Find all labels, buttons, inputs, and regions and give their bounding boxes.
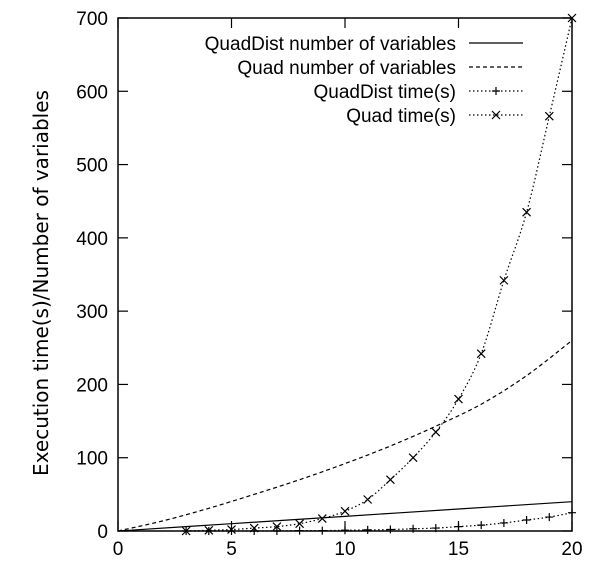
point-quad-time (454, 394, 463, 404)
point-quad-time (340, 506, 350, 516)
point-quaddist-time (499, 518, 508, 527)
y-axis-title: Execution time(s)/Number of variables (29, 90, 53, 476)
point-quaddist-time (227, 527, 236, 535)
point-quad-time (272, 522, 282, 532)
legend-label-quaddist-time: QuadDist time(s) (313, 82, 456, 103)
legend-label-quaddist-vars: QuadDist number of variables (205, 34, 456, 55)
point-quad-time (295, 519, 305, 529)
series-markers (181, 13, 577, 536)
y-tick-label: 600 (76, 82, 108, 103)
point-quaddist-time (454, 522, 463, 531)
series-line-quad-vars (117, 339, 573, 532)
point-quaddist-time (522, 516, 531, 525)
point-quad-time (181, 526, 191, 536)
point-quad-time (544, 111, 554, 121)
point-quaddist-time (363, 525, 372, 534)
point-quaddist-time (568, 508, 576, 517)
point-quad-time (476, 349, 486, 359)
legend-label-quad-vars: Quad number of variables (237, 58, 456, 79)
y-tick-label: 500 (76, 156, 108, 177)
point-quad-time (385, 475, 395, 485)
point-quad-time (408, 453, 418, 463)
point-quaddist-time (272, 527, 281, 535)
y-tick-label: 400 (76, 229, 108, 250)
point-quad-time (204, 525, 214, 535)
point-quad-time (567, 13, 577, 23)
x-tick-label: 5 (226, 539, 237, 560)
point-quaddist-time (318, 526, 327, 535)
y-tick-label: 700 (76, 9, 108, 30)
point-quad-time (499, 275, 509, 285)
x-tick-label: 10 (334, 539, 355, 560)
point-quaddist-time (477, 521, 486, 530)
x-tick-label: 0 (113, 539, 124, 560)
y-tick-label: 200 (76, 375, 108, 396)
legend: QuadDist number of variables Quad number … (205, 34, 523, 127)
point-quaddist-time (295, 526, 304, 535)
point-quaddist-time (431, 524, 440, 533)
point-quaddist-time (386, 525, 395, 534)
point-quad-time (431, 427, 441, 437)
legend-marker-quad-time (491, 110, 501, 120)
point-quaddist-time (341, 526, 349, 535)
point-quaddist-time (545, 513, 554, 522)
point-quad-time (363, 495, 373, 504)
legend-label-quad-time: Quad time(s) (346, 106, 456, 127)
series-line-quaddist-vars (117, 501, 573, 532)
x-tick-label: 15 (448, 539, 469, 560)
point-quad-time (522, 207, 532, 217)
y-tick-label: 300 (76, 302, 108, 323)
series-line-quaddist-time (186, 512, 573, 532)
point-quad-time (249, 523, 259, 533)
point-quad-time (227, 525, 236, 534)
point-quad-time (317, 514, 327, 523)
x-tick-label: 20 (561, 539, 582, 560)
legend-marker-quaddist-time (492, 87, 500, 95)
y-tick-label: 100 (76, 449, 108, 470)
y-tick-label: 0 (97, 522, 108, 543)
point-quaddist-time (409, 524, 418, 533)
